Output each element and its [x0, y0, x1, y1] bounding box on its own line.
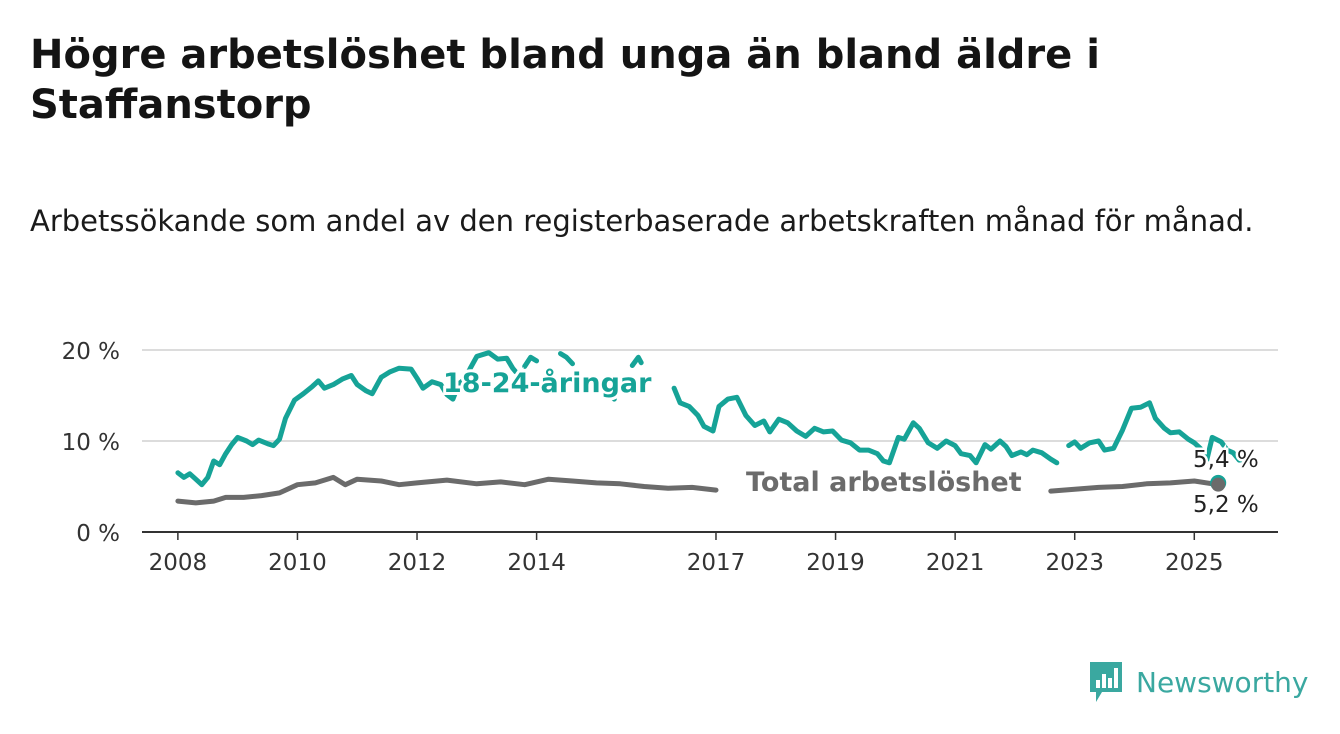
x-tick-label: 2019	[806, 550, 865, 576]
total-end-value-label: 5,2 %	[1193, 492, 1259, 518]
youth-series-line	[558, 351, 575, 367]
x-tick-label: 2014	[507, 550, 566, 576]
total-series-line	[175, 474, 719, 506]
x-tick-label: 2010	[268, 550, 327, 576]
bar-chart-logo-icon	[1090, 662, 1122, 702]
line-chart: 0 % 10 % 20 % 2008 2010 2012 2014 2017 2019 2021 2…	[62, 339, 1278, 576]
youth-series-line	[671, 385, 1060, 466]
youth-series-line	[522, 354, 540, 369]
youth-end-value-label: 5,4 %	[1193, 447, 1259, 473]
y-tick-label: 0 %	[76, 521, 120, 547]
y-tick-label: 20 %	[62, 339, 120, 365]
x-tick-label: 2008	[149, 550, 208, 576]
youth-series-line	[175, 350, 519, 488]
newsworthy-logo: Newsworthy	[1088, 660, 1309, 704]
x-tick-label: 2025	[1165, 550, 1224, 576]
x-tick-label: 2012	[388, 550, 447, 576]
chart-subtitle: Arbetssökande som andel av den registerb…	[30, 204, 1254, 238]
youth-series-line	[629, 354, 644, 368]
x-tick-label: 2021	[926, 550, 985, 576]
youth-series-line	[1066, 400, 1254, 465]
youth-series-line	[599, 378, 617, 402]
y-tick-label: 10 %	[62, 430, 120, 456]
total-series-label: Total arbetslöshet	[746, 467, 1022, 498]
x-tick-label: 2017	[687, 550, 746, 576]
youth-series-label: 18-24-åringar	[443, 367, 652, 399]
logo-text: Newsworthy	[1136, 665, 1309, 699]
chart-title: Högre arbetslöshet bland unga än bland ä…	[30, 32, 1100, 128]
total-series-line	[1048, 478, 1221, 494]
total-end-marker	[1211, 477, 1226, 492]
x-tick-label: 2023	[1045, 550, 1104, 576]
